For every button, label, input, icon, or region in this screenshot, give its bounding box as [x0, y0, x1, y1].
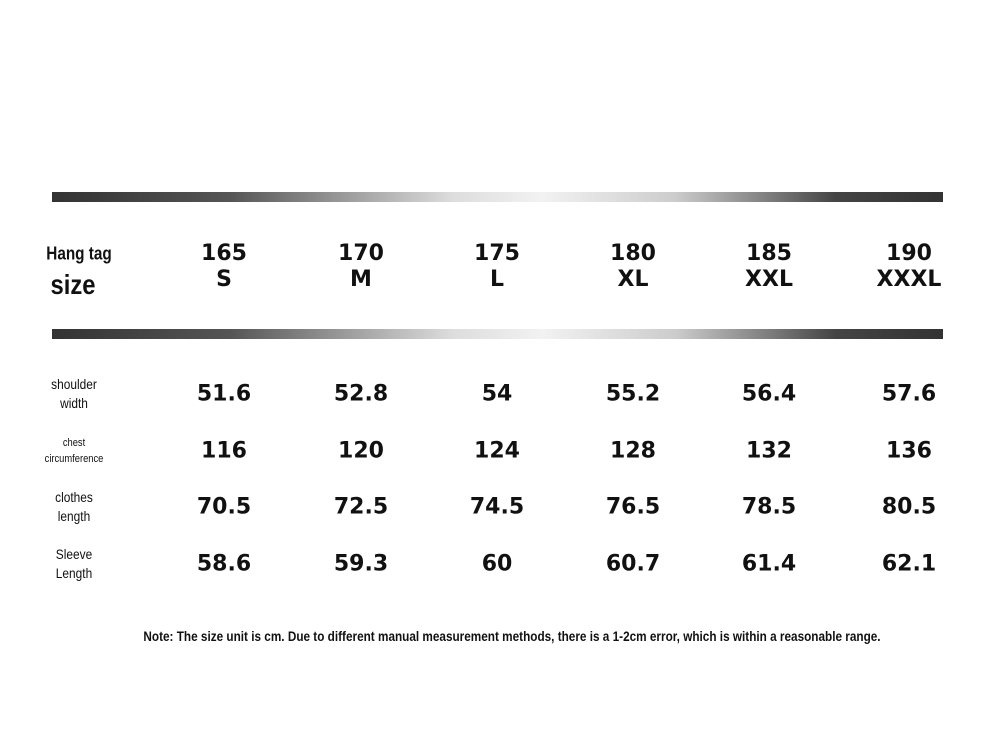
row-label-line: width: [60, 395, 88, 411]
cell-value: 78.5: [741, 494, 797, 520]
row-label-line: length: [57, 508, 91, 524]
size-height: 170: [338, 241, 384, 266]
size-height: 175: [474, 241, 520, 266]
cell-value: 70.5: [196, 494, 252, 520]
header-label-top: Hang tag: [46, 243, 112, 264]
cell-value: 59.3: [333, 551, 389, 577]
size-letter: S: [216, 267, 232, 292]
size-letter: XXXL: [876, 267, 942, 292]
cell-value: 116: [201, 438, 247, 464]
header-label-bottom: size: [50, 269, 96, 300]
cell-value: 54: [481, 381, 513, 407]
cell-value: 76.5: [605, 494, 661, 520]
cell-value: 60.7: [605, 551, 661, 577]
row-label-line: circumference: [44, 453, 104, 465]
row-label-line: chest: [62, 437, 86, 449]
size-letter: L: [489, 267, 505, 292]
cell-value: 52.8: [333, 381, 389, 407]
cell-value: 60: [481, 551, 513, 577]
row-label-line: Sleeve: [55, 546, 93, 562]
cell-value: 62.1: [881, 551, 937, 577]
row-label-line: Length: [55, 565, 93, 581]
cell-value: 56.4: [741, 381, 797, 407]
size-letter: M: [350, 267, 372, 292]
cell-value: 80.5: [881, 494, 937, 520]
cell-value: 136: [886, 438, 932, 464]
row-label: chest circumference: [45, 435, 104, 467]
size-height: 190: [886, 241, 932, 266]
size-height: 165: [201, 241, 247, 266]
cell-value: 57.6: [881, 381, 937, 407]
cell-value: 72.5: [333, 494, 389, 520]
size-height: 180: [610, 241, 656, 266]
divider: [52, 329, 943, 339]
size-letter: XXL: [745, 267, 793, 292]
row-label: shoulder width: [51, 375, 97, 413]
cell-value: 74.5: [469, 494, 525, 520]
row-label-line: clothes: [55, 489, 93, 505]
note: Note: The size unit is cm. Due to differ…: [143, 628, 881, 644]
size-height: 185: [746, 241, 792, 266]
cell-value: 61.4: [741, 551, 797, 577]
cell-value: 128: [610, 438, 656, 464]
cell-value: 55.2: [605, 381, 661, 407]
size-letter: XL: [617, 267, 649, 292]
row-label-line: shoulder: [51, 376, 97, 392]
cell-value: 124: [474, 438, 520, 464]
cell-value: 58.6: [196, 551, 252, 577]
cell-value: 51.6: [196, 381, 252, 407]
cell-value: 132: [746, 438, 792, 464]
row-label: clothes length: [55, 488, 93, 526]
divider: [52, 192, 943, 202]
row-label: Sleeve Length: [56, 545, 92, 583]
cell-value: 120: [338, 438, 384, 464]
